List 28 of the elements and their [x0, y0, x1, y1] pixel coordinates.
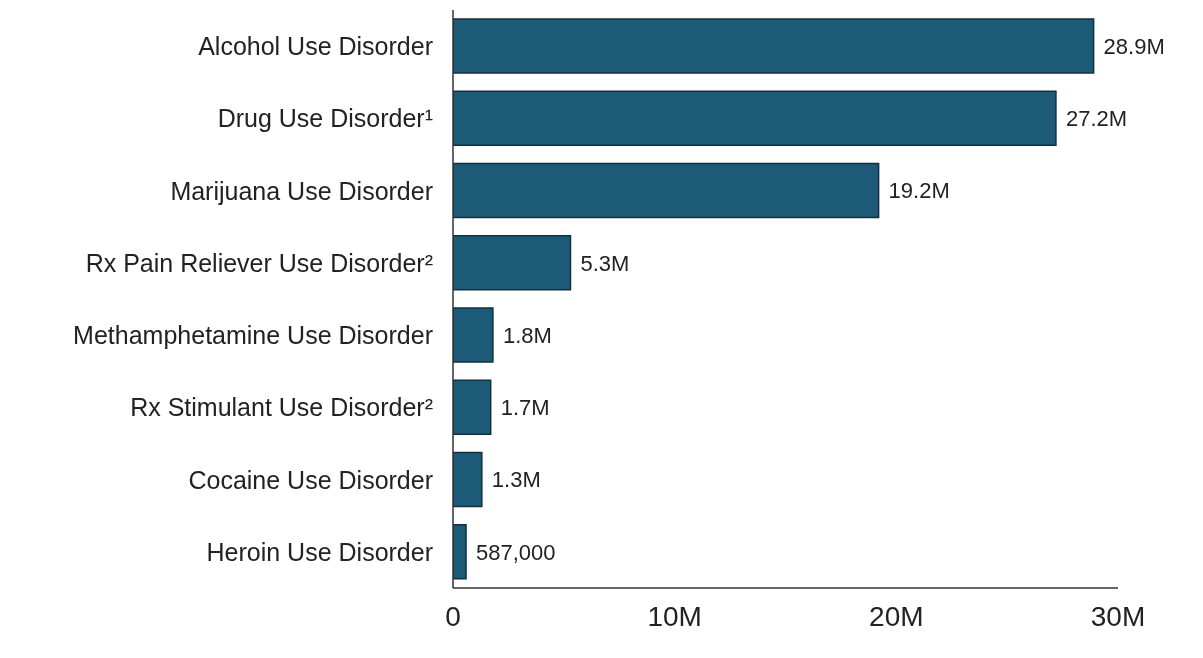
- data-label: 27.2M: [1065, 106, 1128, 132]
- y-tick-label: Methamphetamine Use Disorder: [73, 321, 433, 349]
- y-tick-label: Rx Pain Reliever Use Disorder²: [85, 248, 433, 277]
- data-label: 587,000: [476, 539, 556, 565]
- bar: [453, 235, 572, 291]
- bar: [453, 524, 467, 580]
- data-label: 19.2M: [888, 178, 950, 204]
- bar: [453, 162, 880, 219]
- bar: [453, 379, 492, 435]
- y-tick-label: Marijuana Use Disorder: [170, 176, 433, 205]
- bar: [453, 90, 1057, 146]
- bar: [453, 451, 483, 508]
- bar: [453, 307, 494, 363]
- y-tick-label: Drug Use Disorder¹: [217, 104, 433, 133]
- data-label: 28.9M: [1103, 33, 1165, 59]
- y-tick-label: Heroin Use Disorder: [206, 537, 433, 566]
- x-tick-label: 0: [445, 600, 461, 632]
- data-label: 5.3M: [580, 250, 630, 276]
- y-tick-label: Alcohol Use Disorder: [198, 32, 433, 60]
- bar: [453, 18, 1095, 74]
- data-label: 1.3M: [491, 467, 541, 493]
- data-label: 1.7M: [500, 395, 550, 421]
- data-label: 1.8M: [502, 322, 552, 348]
- x-tick-label: 10M: [647, 600, 702, 632]
- y-tick-label: Cocaine Use Disorder: [188, 465, 433, 494]
- x-tick-label: 30M: [1090, 600, 1146, 632]
- y-tick-label: Rx Stimulant Use Disorder²: [130, 393, 433, 422]
- x-tick-label: 20M: [869, 600, 924, 632]
